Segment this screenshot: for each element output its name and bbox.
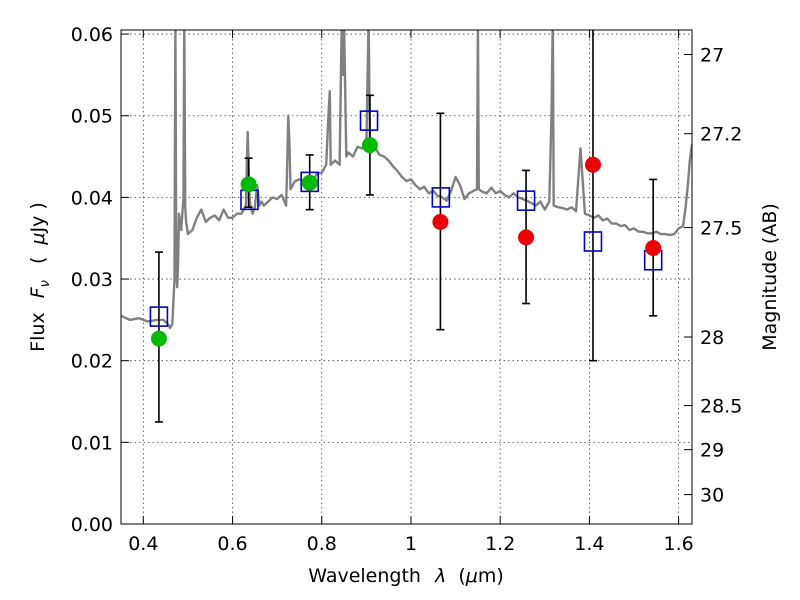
y-tick-label: 0.06 [71,24,113,46]
spectrum-line [121,30,692,330]
model-box-marker [149,306,169,327]
x-axis-label: Wavelength λ (μm) [308,565,504,587]
upper-limit-point [584,156,601,173]
x-tick-label: 1 [405,533,417,555]
grid-lines [121,30,692,525]
y2-tick-label: 27.5 [700,218,742,240]
detection-point [240,176,257,193]
y-axis-right: 27 27.2 27.5 28 28.5 29 30 [684,44,742,507]
y2-tick-label: 27.2 [700,124,742,146]
y2-axis-label: Magnitude (AB) [759,203,781,351]
x-axis: 0.4 0.6 0.8 1 1.2 1.4 1.6 [128,30,694,555]
model-box-marker [516,190,536,211]
y-tick-label: 0.05 [71,106,113,128]
y-tick-label: 0.04 [71,187,113,209]
upper-limit-point [645,240,662,257]
y2-tick-label: 30 [700,485,724,507]
y-tick-label: 0.00 [71,514,113,536]
plot-frame [120,29,693,525]
y-axis-label: Flux Fν ( μJy ) [27,202,54,352]
detection-point [361,137,378,154]
y-tick-label: 0.03 [71,269,113,291]
y2-tick-label: 27 [700,44,724,66]
detection-point [150,330,167,347]
plot-area [121,30,692,423]
x-tick-label: 1.6 [664,533,694,555]
y2-tick-label: 28 [700,327,724,349]
y2-tick-label: 29 [700,440,724,462]
model-box-marker [359,110,379,131]
detection-point [301,174,318,191]
y-tick-label: 0.02 [71,351,113,373]
x-tick-label: 0.4 [128,533,158,555]
y-tick-label: 0.01 [71,432,113,454]
upper-limit-point [432,213,449,230]
upper-limit-point [518,229,535,246]
model-box-marker [300,171,319,193]
x-tick-label: 0.8 [307,533,337,555]
y-axis-left: 0.00 0.01 0.02 0.03 0.04 0.05 0.06 [71,24,129,536]
model-box-marker [431,187,451,208]
x-tick-label: 1.2 [485,533,515,555]
x-tick-label: 0.6 [217,533,247,555]
y2-tick-label: 28.5 [700,396,742,418]
model-box-marker [583,231,603,252]
x-tick-label: 1.4 [574,533,604,555]
